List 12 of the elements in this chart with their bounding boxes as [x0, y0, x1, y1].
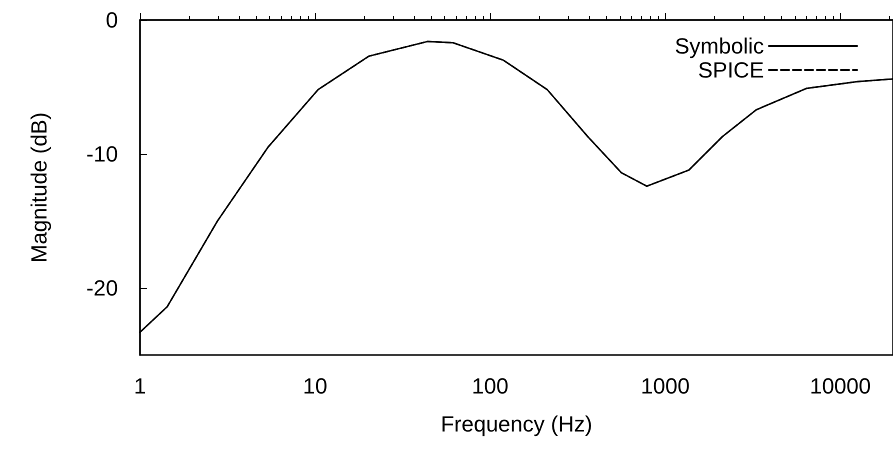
- y-tick-label: -20: [86, 276, 118, 300]
- x-axis-title: Frequency (Hz): [440, 412, 592, 436]
- y-axis-title: Magnitude (dB): [26, 112, 52, 263]
- legend-label: Symbolic: [674, 34, 764, 58]
- x-tick-label: 10000: [810, 374, 871, 398]
- legend-label: SPICE: [698, 58, 764, 82]
- y-tick-label: 0: [106, 8, 118, 32]
- x-tick-label: 10: [302, 374, 328, 398]
- x-tick-label: 100: [472, 374, 509, 398]
- y-tick-label: -10: [86, 142, 118, 166]
- x-tick-label: 1: [134, 374, 146, 398]
- x-tick-label: 1000: [640, 374, 690, 398]
